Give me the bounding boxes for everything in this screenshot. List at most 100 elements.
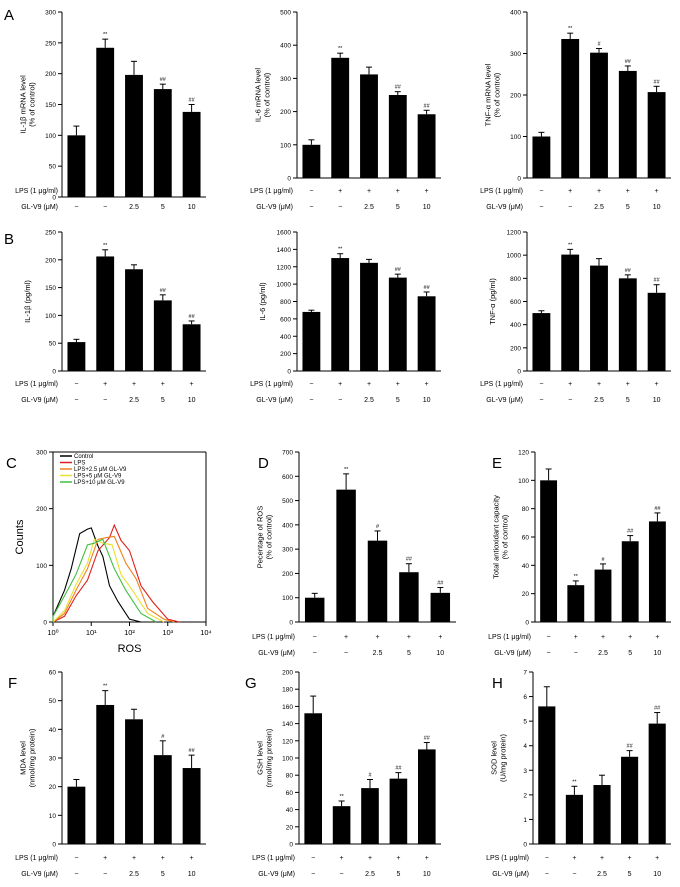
panel-e-glv9-mark: 2.5 [598,650,608,657]
panel-g-lps-mark: + [340,855,344,862]
panel-d-glv9-mark: 10 [436,650,444,657]
panel-b1-glv9-mark: − [74,397,78,404]
panel-a1-significance-label: ## [160,77,167,83]
panel-f-lps-mark: + [132,855,136,862]
panel-a1-y-label: IL-1β mRNA level [19,75,28,134]
panel-d-y-label: (% of control) [265,514,274,559]
panel-a2-significance-label: ## [424,103,431,109]
panel-g-bar [304,713,323,844]
panel-a2-y-tick-label: 300 [280,76,291,83]
panel-c-legend-label: LPS+10 μM GL-V9 [74,480,125,486]
panel-b1-y-tick-label: 50 [49,341,57,348]
panel-g-lps-mark: + [368,855,372,862]
panel-a2-significance-label: ## [395,85,402,91]
panel-a2-lps-mark: + [367,188,371,195]
panel-d-glv9-mark: 2.5 [373,650,383,657]
panel-g-bar [417,749,436,844]
panel-g-y-tick-label: 180 [282,687,293,694]
panel-e-bar [594,569,612,622]
panel-c-x-tick-label: 10¹ [86,628,97,637]
panel-g-y-tick-label: 40 [286,807,294,814]
panel-b2-lps-mark: + [425,381,429,388]
panel-b3-y-tick-label: 1000 [507,253,522,260]
panel-a2-glv9-label: GL-V9 (μM) [256,204,293,211]
panel-e-lps-mark: − [547,634,551,641]
panel-a2-lps-mark: + [425,188,429,195]
panel-a1-lps-mark: + [190,188,194,195]
panel-b1-y-label: IL-1β (pg/ml) [23,280,32,323]
panel-a2-y-tick-label: 100 [280,142,291,149]
panel-a3-glv9-mark: 10 [653,204,661,211]
panel-f-y-tick-label: 10 [49,813,57,820]
panel-e-significance-label: ## [654,506,661,512]
panel-f-y-tick-label: 60 [49,670,57,677]
panel-b2-lps-mark: + [367,381,371,388]
panel-h-lps-mark: + [655,855,659,862]
panel-a2-y-label: (% of control) [263,72,272,117]
panel-a3-significance-label: # [597,42,601,48]
panel-b2-y-tick-label: 400 [280,334,291,341]
panel-f-glv9-mark: 10 [188,871,196,878]
panel-c-x-tick-label: 10³ [162,628,173,637]
panel-g-significance-label: # [368,773,372,779]
panel-h-glv9-mark: 2.5 [597,871,607,878]
panel-h-glv9-mark: 5 [628,871,632,878]
panel-g-significance-label: ## [424,736,431,742]
panel-a3-y-tick-label: 300 [510,51,521,58]
panel-a3-significance-label: ## [625,59,632,65]
panel-g-y-tick-label: 140 [282,721,293,728]
panel-e-significance-label: ## [627,529,634,535]
panel-c-x-label: ROS [118,643,142,655]
panel-c-y-tick-label: 300 [36,450,47,457]
panel-d-letter: D [258,455,269,472]
panel-d-y-tick-label: 100 [282,595,293,602]
panel-g-significance-label: ** [339,794,344,800]
panel-e-bar [648,521,666,622]
panel-d-significance-label: ## [406,557,413,563]
panel-d-y-tick-label: 300 [282,547,293,554]
panel-b1-y-tick-label: 150 [45,285,56,292]
panel-b1-glv9-label: GL-V9 (μM) [21,397,58,404]
panel-a1-glv9-label: GL-V9 (μM) [21,204,58,211]
panel-a1-y-tick-label: 300 [45,10,56,17]
panel-b1-bar [153,300,172,371]
panel-f-lps-mark: + [161,855,165,862]
panel-a2-glv9-mark: 10 [423,204,431,211]
panel-g-glv9-mark: 10 [423,871,431,878]
panel-b1-lps-mark: − [74,381,78,388]
panel-d-lps-mark: + [407,634,411,641]
panel-h-y-label: (U/mg protein) [499,734,508,782]
panel-b2-bar [331,258,350,371]
panel-f-bar [153,755,172,844]
panel-d-y-tick-label: 600 [282,474,293,481]
panel-b2-significance-label: ## [424,285,431,291]
panel-a2-y-label: IL-6 mRNA level [254,68,263,123]
panel-b1-glv9-mark: 5 [161,397,165,404]
panel-a1-lps-label: LPS (1 μg/ml) [15,188,58,195]
panel-b1-lps-label: LPS (1 μg/ml) [15,381,58,388]
panel-h-bar [565,794,583,844]
panel-f-glv9-label: GL-V9 (μM) [21,871,58,878]
panel-b2-significance-label: ** [338,247,343,253]
panel-c-letter: C [6,455,17,472]
panel-b3-y-tick-label: 200 [510,345,521,352]
panel-d-glv9-mark: 5 [407,650,411,657]
panel-e-y-tick-label: 100 [518,478,529,485]
panel-b3-y-tick-label: 600 [510,299,521,306]
panel-e-y-tick-label: 20 [522,591,530,598]
panel-h-glv9-mark: − [545,871,549,878]
panel-e-y-tick-label: 40 [522,563,530,570]
panel-d-glv9-label: GL-V9 (μM) [258,650,295,657]
panel-b3-glv9-mark: − [568,397,572,404]
panel-g-bar [332,806,351,844]
panel-b1-significance-label: ## [160,288,167,294]
panel-a1-y-tick-label: 50 [49,164,57,171]
panel-e-letter: E [492,455,502,472]
panel-h-significance-label: ** [572,779,577,785]
panel-h-bar [648,723,666,844]
panel-a2-y-tick-label: 400 [280,43,291,50]
panel-a2-lps-mark: + [396,188,400,195]
panel-b1-y-tick-label: 100 [45,313,56,320]
panel-e-glv9-mark: − [574,650,578,657]
